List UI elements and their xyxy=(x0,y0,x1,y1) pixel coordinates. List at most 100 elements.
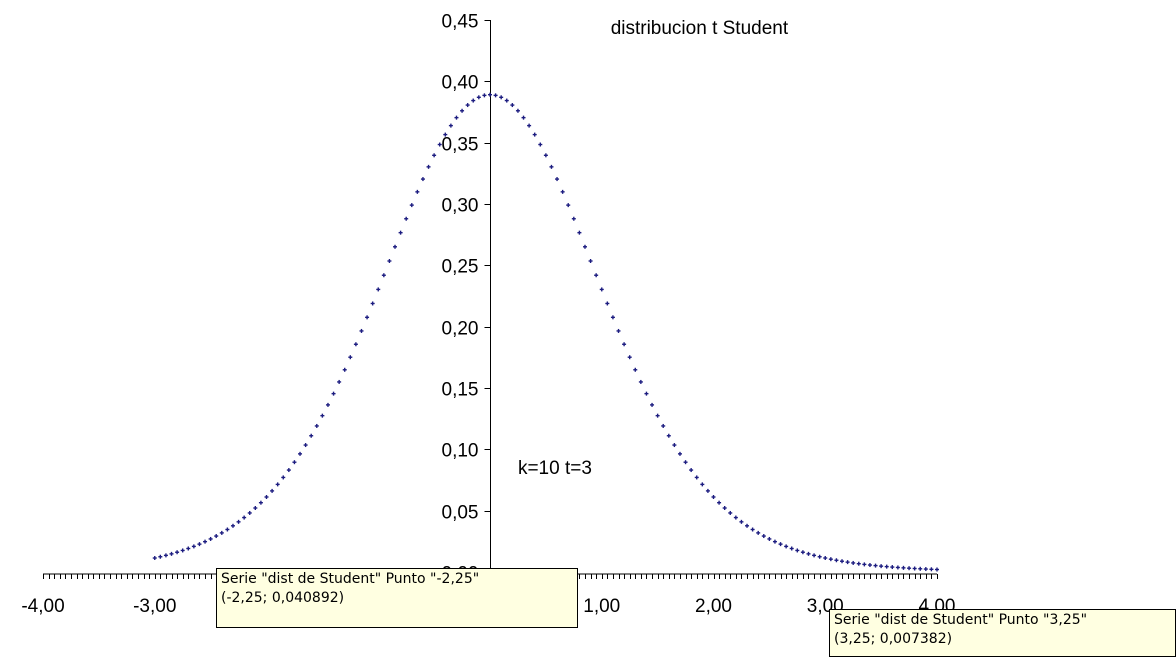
data-point-marker[interactable] xyxy=(543,153,548,158)
data-point-marker[interactable] xyxy=(488,92,492,97)
data-point-marker[interactable] xyxy=(158,554,163,559)
data-point-marker[interactable] xyxy=(152,556,157,561)
data-point-marker[interactable] xyxy=(426,164,431,169)
data-point-marker[interactable] xyxy=(683,460,688,465)
data-point-marker[interactable] xyxy=(393,244,398,249)
data-point-marker[interactable] xyxy=(644,391,649,396)
data-point-marker[interactable] xyxy=(432,153,437,158)
data-point-marker[interactable] xyxy=(879,564,884,569)
data-point-marker[interactable] xyxy=(298,451,303,456)
data-point-marker[interactable] xyxy=(856,561,861,566)
data-point-marker[interactable] xyxy=(605,301,610,306)
data-point-marker[interactable] xyxy=(901,565,906,570)
data-point-marker[interactable] xyxy=(230,523,235,528)
data-point-marker[interactable] xyxy=(381,273,386,278)
data-point-marker[interactable] xyxy=(180,548,185,553)
data-point-marker[interactable] xyxy=(331,391,336,396)
data-point-marker[interactable] xyxy=(817,554,822,559)
data-point-marker[interactable] xyxy=(555,177,560,182)
data-point-marker[interactable] xyxy=(281,475,286,480)
data-point-marker[interactable] xyxy=(935,567,939,572)
data-point-marker[interactable] xyxy=(236,519,241,524)
data-point-marker[interactable] xyxy=(303,443,308,448)
data-point-marker[interactable] xyxy=(728,510,733,515)
data-point-marker[interactable] xyxy=(510,103,515,108)
data-point-marker[interactable] xyxy=(571,216,576,221)
data-point-marker[interactable] xyxy=(923,567,928,572)
data-point-marker[interactable] xyxy=(890,565,895,570)
data-point-marker[interactable] xyxy=(812,553,817,558)
data-point-marker[interactable] xyxy=(169,551,174,556)
data-point-marker[interactable] xyxy=(370,301,375,306)
data-point-marker[interactable] xyxy=(504,98,509,103)
data-point-marker[interactable] xyxy=(415,189,420,194)
data-point-marker[interactable] xyxy=(806,551,811,556)
data-point-marker[interactable] xyxy=(577,230,582,235)
data-point-marker[interactable] xyxy=(907,566,912,571)
data-point-marker[interactable] xyxy=(253,506,258,511)
data-point-marker[interactable] xyxy=(867,563,872,568)
data-point-marker[interactable] xyxy=(320,413,325,418)
data-point-marker[interactable] xyxy=(895,565,900,570)
data-point-marker[interactable] xyxy=(292,460,297,465)
data-point-marker[interactable] xyxy=(242,515,247,520)
data-point-marker[interactable] xyxy=(186,546,191,551)
data-point-marker[interactable] xyxy=(912,566,917,571)
data-point-marker[interactable] xyxy=(750,527,755,532)
data-point-marker[interactable] xyxy=(745,523,750,528)
data-point-marker[interactable] xyxy=(784,544,789,549)
data-point-marker[interactable] xyxy=(499,95,504,100)
data-point-marker[interactable] xyxy=(476,95,481,100)
data-point-marker[interactable] xyxy=(733,515,738,520)
data-point-marker[interactable] xyxy=(767,536,772,541)
data-point-marker[interactable] xyxy=(655,413,660,418)
data-point-marker[interactable] xyxy=(353,342,358,347)
data-point-marker[interactable] xyxy=(376,287,381,292)
data-point-marker[interactable] xyxy=(689,468,694,473)
data-point-marker[interactable] xyxy=(309,433,314,438)
data-point-marker[interactable] xyxy=(560,189,565,194)
data-point-marker[interactable] xyxy=(677,451,682,456)
data-point-marker[interactable] xyxy=(482,93,487,98)
data-point-marker[interactable] xyxy=(325,402,330,407)
data-point-marker[interactable] xyxy=(622,342,627,347)
data-point-marker[interactable] xyxy=(834,558,839,563)
data-point-marker[interactable] xyxy=(918,566,923,571)
data-point-marker[interactable] xyxy=(538,142,543,147)
data-point-marker[interactable] xyxy=(454,115,459,120)
data-point-marker[interactable] xyxy=(398,230,403,235)
data-point-marker[interactable] xyxy=(387,259,392,264)
data-point-marker[interactable] xyxy=(197,542,202,547)
data-point-marker[interactable] xyxy=(778,542,783,547)
data-point-marker[interactable] xyxy=(582,244,587,249)
data-point-marker[interactable] xyxy=(711,494,716,499)
data-point-marker[interactable] xyxy=(616,328,621,333)
data-point-marker[interactable] xyxy=(594,273,599,278)
data-point-marker[interactable] xyxy=(264,494,269,499)
data-point-marker[interactable] xyxy=(851,560,856,565)
data-point-marker[interactable] xyxy=(275,482,280,487)
data-point-marker[interactable] xyxy=(739,519,744,524)
data-point-marker[interactable] xyxy=(258,500,263,505)
data-point-marker[interactable] xyxy=(465,103,470,108)
data-point-marker[interactable] xyxy=(314,423,319,428)
data-point-marker[interactable] xyxy=(437,142,442,147)
data-point-marker[interactable] xyxy=(722,506,727,511)
data-point-marker[interactable] xyxy=(840,559,845,564)
data-point-marker[interactable] xyxy=(460,108,465,113)
data-point-marker[interactable] xyxy=(599,287,604,292)
data-point-marker[interactable] xyxy=(225,527,230,532)
data-point-marker[interactable] xyxy=(828,557,833,562)
data-point-marker[interactable] xyxy=(756,530,761,535)
data-point-marker[interactable] xyxy=(627,355,632,360)
data-point-marker[interactable] xyxy=(862,562,867,567)
data-point-marker[interactable] xyxy=(588,259,593,264)
data-point-marker[interactable] xyxy=(705,488,710,493)
data-point-marker[interactable] xyxy=(761,534,766,539)
data-point-marker[interactable] xyxy=(549,164,554,169)
data-point-marker[interactable] xyxy=(661,423,666,428)
data-point-marker[interactable] xyxy=(337,379,342,384)
data-point-marker[interactable] xyxy=(443,132,448,137)
data-point-marker[interactable] xyxy=(527,123,532,128)
data-point-marker[interactable] xyxy=(650,402,655,407)
